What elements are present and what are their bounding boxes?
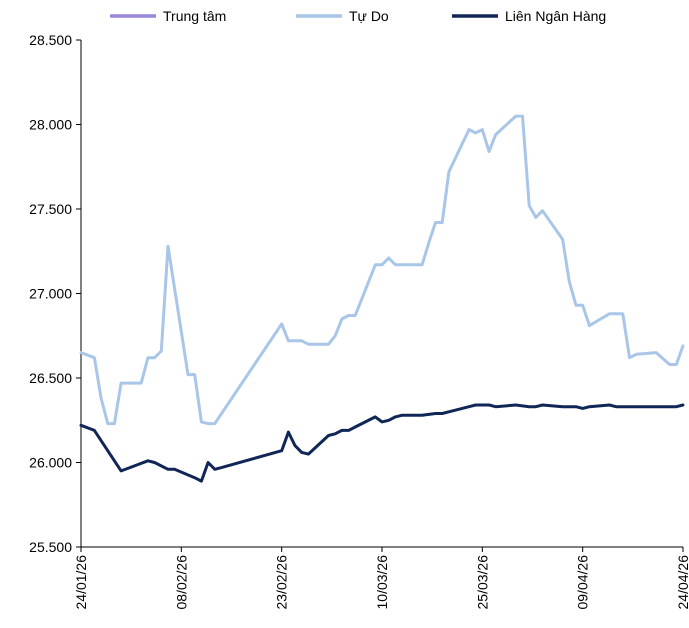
legend-label-1: Tự Do (349, 8, 389, 24)
y-tick-label: 27.500 (29, 201, 72, 217)
legend: Trung tâm Tự Do Liên Ngân Hàng (110, 8, 606, 24)
y-tick-label: 28.000 (29, 117, 72, 133)
y-tick-label: 27.000 (29, 286, 72, 302)
series-line-2 (79, 403, 685, 483)
x-tick-label: 23/02/26 (274, 555, 290, 610)
y-tick-label: 26.500 (29, 370, 72, 386)
y-tick-label: 25.500 (29, 539, 72, 555)
series-line-1 (79, 114, 685, 426)
y-tick-label: 26.000 (29, 455, 72, 471)
axes: 25.500 26.000 26.500 27.000 27.500 28.000 28.5… (29, 32, 689, 610)
x-tick-label: 25/03/26 (474, 555, 490, 610)
legend-label-2: Liên Ngân Hàng (505, 8, 606, 24)
x-tick-label: 08/02/26 (173, 555, 189, 610)
x-tick-label: 09/04/26 (575, 555, 591, 610)
legend-label-0: Trung tâm (163, 8, 226, 24)
series-layer (79, 114, 685, 483)
y-tick-label: 28.500 (29, 32, 72, 48)
x-tick-label: 24/01/26 (73, 555, 89, 610)
x-tick-label: 24/04/26 (675, 555, 689, 610)
x-tick-label: 10/03/26 (374, 555, 390, 610)
